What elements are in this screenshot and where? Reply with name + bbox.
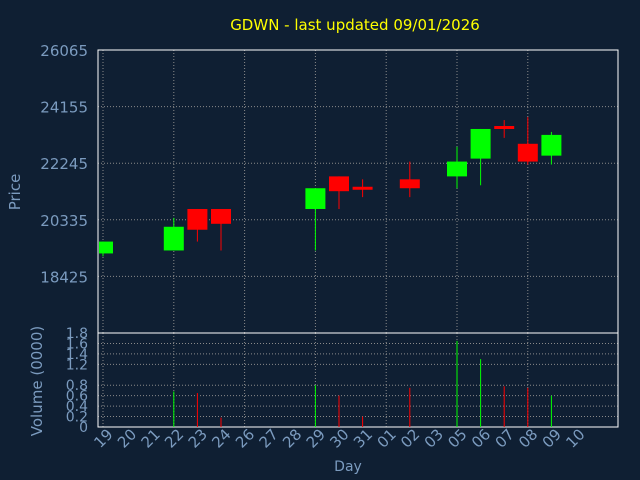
x-axis-label: Day [334,459,362,475]
candle-body [470,128,491,159]
x-tick-label: 23 [185,425,211,451]
x-tick-label: 22 [161,425,187,451]
x-tick-label: 27 [256,425,282,451]
x-tick-label: 24 [208,425,234,451]
price-plot-frame [97,49,619,334]
x-tick-label: 21 [138,425,164,451]
x-tick-label: 08 [515,425,541,451]
volume-tick-label: 1.2 [66,357,88,373]
candle-body [187,208,208,230]
volume-panel: 00.20.40.60.8 1.21.41.61.8 Volume (0000) [28,326,619,436]
x-tick-label: 09 [539,425,565,451]
price-tick-label: 26065 [40,42,88,60]
volume-tick-label: 1.4 [66,347,88,363]
price-panel: 26065 24155 22245 20335 18425 Price [6,42,619,334]
price-tick-label: 18425 [40,268,88,286]
x-tick-label: 29 [303,425,329,451]
candle-body [494,126,515,130]
price-tick-label: 22245 [40,155,88,173]
candle-body [305,188,326,209]
candle-body [399,179,420,189]
volume-tick-label: 1.6 [66,336,88,352]
x-tick-label: 19 [90,425,116,451]
price-axis-label: Price [6,174,24,211]
x-tick-label: 30 [326,425,352,451]
candle-body [329,176,349,192]
x-tick-label: 03 [421,425,447,451]
candle-body [541,134,562,156]
x-tick-label: 28 [279,425,305,451]
volume-tick-label: 1.8 [66,326,88,342]
candle-body [211,208,231,224]
x-tick-label: 10 [562,425,588,451]
candle-body [99,241,113,254]
volume-axis-label: Volume (0000) [28,326,46,436]
volume-tick-label: 0.8 [66,378,88,394]
candle-body [447,161,467,177]
volume-tick-label: 0.4 [66,399,88,415]
x-tick-label: 06 [468,425,494,451]
volume-tick-label: 0 [79,420,88,436]
candle-body [352,186,373,190]
x-tick-label: 02 [397,425,423,451]
volume-tick-label: 0.2 [66,410,88,426]
price-tick-label: 24155 [40,99,88,117]
chart-title: GDWN - last updated 09/01/2026 [230,16,480,34]
volume-tick-label: 0.6 [66,389,88,405]
candle-body [163,226,184,251]
x-tick-label: 26 [232,425,258,451]
volume-plot-frame [97,332,619,428]
x-tick-label: 05 [444,425,470,451]
x-tick-label: 31 [350,425,376,451]
price-tick-label: 20335 [40,212,88,230]
candle-body [517,143,538,162]
x-tick-label: 20 [114,425,140,451]
x-tick-label: 07 [492,425,518,451]
x-tick-label: 01 [374,425,400,451]
